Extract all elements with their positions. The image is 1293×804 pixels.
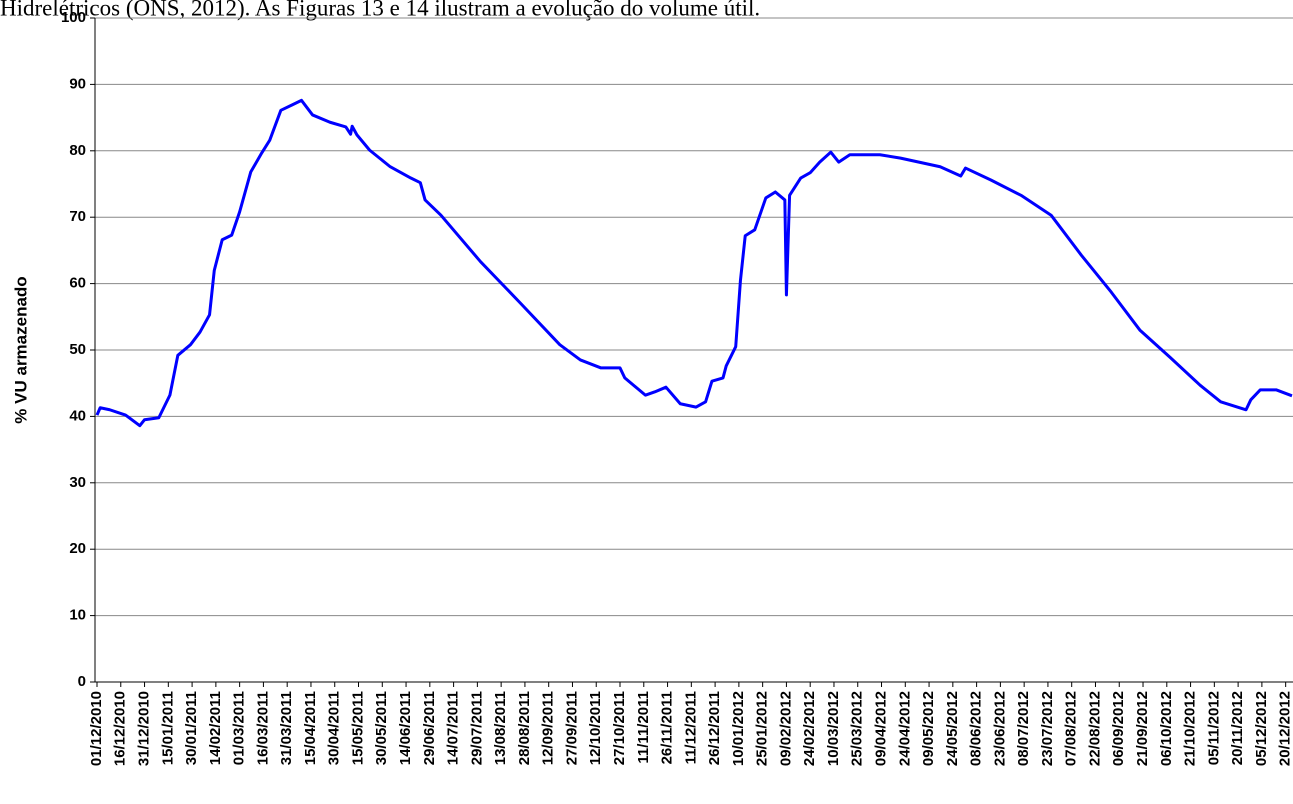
y-tick-label: 80 bbox=[69, 142, 86, 159]
x-tick-label: 16/03/2011 bbox=[254, 691, 271, 765]
x-tick-label: 26/12/2011 bbox=[706, 691, 723, 765]
x-tick-label: 20/11/2012 bbox=[1229, 691, 1246, 765]
x-tick-label: 05/12/2012 bbox=[1253, 691, 1270, 766]
x-tick-label: 24/04/2012 bbox=[896, 691, 913, 766]
y-tick-label: 50 bbox=[69, 341, 86, 358]
x-tick-label: 08/06/2012 bbox=[968, 691, 985, 766]
y-tick-label: 20 bbox=[69, 540, 86, 557]
y-tick-label: 70 bbox=[69, 208, 86, 225]
y-tick-label: 0 bbox=[78, 673, 86, 690]
x-tick-label: 26/11/2011 bbox=[659, 691, 676, 764]
x-tick-label: 24/05/2012 bbox=[944, 691, 961, 766]
x-tick-label: 14/02/2011 bbox=[207, 691, 224, 765]
x-tick-label: 30/04/2011 bbox=[326, 691, 343, 765]
data-line bbox=[95, 98, 1293, 428]
x-tick-label: 09/05/2012 bbox=[920, 691, 937, 766]
x-tick-label: 31/12/2010 bbox=[136, 691, 153, 766]
x-tick-label: 05/11/2012 bbox=[1205, 691, 1222, 765]
x-tick-label: 11/12/2011 bbox=[682, 691, 699, 764]
x-tick-label: 13/08/2011 bbox=[492, 691, 509, 765]
x-tick-label: 29/07/2011 bbox=[468, 691, 485, 765]
x-tick-label: 20/12/2012 bbox=[1277, 691, 1293, 766]
x-tick-label: 15/05/2011 bbox=[349, 691, 366, 765]
x-tick-label: 01/12/2010 bbox=[88, 691, 105, 766]
x-tick-label: 23/06/2012 bbox=[991, 691, 1008, 766]
y-tick-label: 30 bbox=[69, 474, 86, 491]
x-tick-label: 27/09/2011 bbox=[563, 691, 580, 765]
x-tick-label: 06/10/2012 bbox=[1158, 691, 1175, 766]
x-tick-label: 12/10/2011 bbox=[587, 691, 604, 765]
y-tick-label: 60 bbox=[69, 275, 86, 292]
x-tick-label: 10/03/2012 bbox=[825, 691, 842, 766]
x-tick-label: 16/12/2010 bbox=[112, 691, 129, 766]
x-tick-label: 10/01/2012 bbox=[730, 691, 747, 766]
x-tick-label: 30/05/2011 bbox=[373, 691, 390, 765]
x-tick-label: 11/11/2011 bbox=[635, 691, 652, 764]
x-tick-label: 09/04/2012 bbox=[872, 691, 889, 766]
y-tick-label: 10 bbox=[69, 607, 86, 624]
x-tick-label: 21/09/2012 bbox=[1134, 691, 1151, 766]
y-tick-label: 100 bbox=[61, 9, 86, 26]
x-tick-label: 07/08/2012 bbox=[1063, 691, 1080, 766]
x-tick-label: 24/02/2012 bbox=[801, 691, 818, 766]
x-tick-label: 30/01/2011 bbox=[183, 691, 200, 765]
x-tick-label: 14/07/2011 bbox=[445, 691, 462, 765]
x-tick-label: 31/03/2011 bbox=[278, 691, 295, 765]
x-tick-label: 27/10/2011 bbox=[611, 691, 628, 765]
x-tick-label: 06/09/2012 bbox=[1110, 691, 1127, 766]
x-tick-label: 25/03/2012 bbox=[849, 691, 866, 766]
y-tick-label: 40 bbox=[69, 407, 86, 424]
x-tick-label: 22/08/2012 bbox=[1086, 691, 1103, 766]
x-tick-label: 15/04/2011 bbox=[302, 691, 319, 765]
x-tick-label: 08/07/2012 bbox=[1015, 691, 1032, 766]
x-tick-label: 14/06/2011 bbox=[397, 691, 414, 765]
x-tick-label: 01/03/2011 bbox=[231, 691, 248, 765]
x-tick-label: 15/01/2011 bbox=[159, 691, 176, 765]
y-axis-label: % VU armazenado bbox=[11, 276, 30, 423]
header-text: Hidrelétricos (ONS, 2012). As Figuras 13… bbox=[0, 0, 760, 20]
x-tick-label: 23/07/2012 bbox=[1039, 691, 1056, 766]
x-tick-label: 29/06/2011 bbox=[421, 691, 438, 765]
x-tick-label: 09/02/2012 bbox=[777, 691, 794, 766]
y-tick-label: 90 bbox=[69, 75, 86, 92]
x-tick-label: 28/08/2011 bbox=[516, 691, 533, 765]
x-tick-label: 25/01/2012 bbox=[754, 691, 771, 766]
x-tick-label: 21/10/2012 bbox=[1182, 691, 1199, 766]
x-tick-label: 12/09/2011 bbox=[540, 691, 557, 765]
